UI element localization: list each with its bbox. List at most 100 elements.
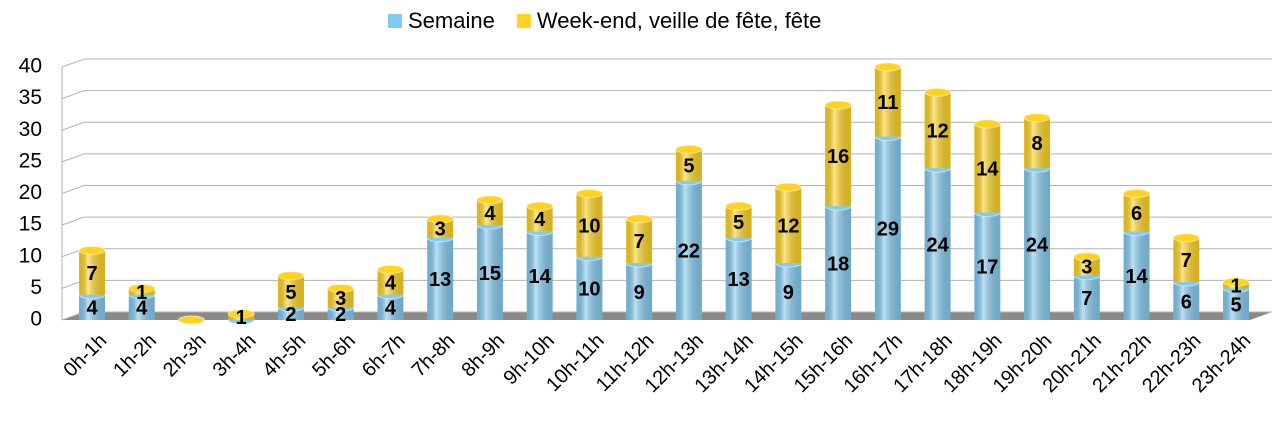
bar-shine	[874, 67, 901, 137]
grid-line	[61, 90, 1272, 100]
grid-line	[61, 216, 1272, 226]
x-tick-label: 5h-6h	[308, 330, 360, 382]
data-label: 18	[827, 253, 849, 275]
bar-shine	[775, 263, 802, 320]
legend-label: Week-end, veille de fête, fête	[537, 8, 822, 33]
data-label: 14	[1125, 266, 1148, 288]
bar-shine	[427, 218, 454, 238]
data-label: 2	[335, 304, 346, 326]
data-label: 8	[1031, 133, 1042, 155]
bar-top	[625, 214, 653, 224]
y-tick-label: 0	[30, 308, 42, 331]
y-tick-label: 15	[19, 213, 42, 236]
bar-shine	[1123, 193, 1150, 232]
bar-top	[774, 182, 802, 192]
bar-shine	[825, 206, 852, 320]
x-tick-label: 2h-3h	[159, 330, 211, 382]
bar-shine	[626, 263, 653, 320]
bar-shine	[924, 92, 951, 169]
data-label: 11	[877, 92, 898, 114]
bar-top	[1123, 189, 1151, 198]
y-tick-label: 10	[19, 244, 42, 267]
data-label: 12	[926, 121, 948, 143]
data-label: 15	[479, 263, 501, 285]
data-label: 5	[1230, 294, 1241, 316]
x-tick-label: 6h-7h	[358, 330, 410, 382]
bar-top	[128, 283, 156, 293]
bar-shine	[576, 193, 603, 257]
bar-top	[824, 100, 852, 110]
bar-top	[575, 189, 603, 198]
data-label: 6	[1131, 203, 1142, 225]
y-tick-label: 40	[19, 55, 42, 78]
data-label: 10	[578, 279, 600, 301]
data-label: 24	[926, 234, 949, 256]
bar-shine	[1073, 275, 1100, 320]
bar-shine	[327, 288, 354, 308]
data-label: 4	[136, 298, 148, 320]
x-tick-label: 3h-4h	[209, 330, 261, 382]
bar-shine	[576, 256, 603, 320]
floor	[62, 312, 1272, 320]
bar-top	[177, 315, 205, 325]
bar-top	[1222, 277, 1250, 287]
bar-top	[973, 119, 1001, 129]
data-label: 1	[136, 282, 147, 304]
bar-shine	[1173, 237, 1200, 283]
bar-shine	[725, 237, 752, 320]
data-label: 1	[1230, 275, 1241, 297]
bar-top	[78, 245, 106, 255]
bar-shine	[526, 231, 553, 320]
data-label: 7	[634, 231, 645, 253]
x-tick-label: 1h-2h	[109, 330, 161, 382]
data-label: 4	[484, 203, 496, 225]
bar-top	[1023, 113, 1051, 123]
data-label: 17	[976, 257, 998, 279]
bar-top	[1172, 233, 1200, 243]
y-tick-label: 30	[19, 118, 42, 141]
bar-shine	[775, 187, 802, 264]
bar-top	[277, 271, 305, 281]
grid-line	[61, 58, 1272, 68]
data-label: 7	[1181, 250, 1192, 272]
data-label: 13	[727, 269, 749, 291]
bar-top	[376, 264, 404, 274]
data-label: 10	[578, 215, 600, 237]
bar-shine	[675, 180, 702, 320]
data-label: 7	[1081, 288, 1092, 310]
y-tick-label: 5	[30, 276, 42, 299]
x-tick-label: 7h-8h	[408, 330, 460, 382]
bar-shine	[1073, 256, 1100, 276]
data-label: 14	[529, 266, 552, 288]
data-label: 3	[435, 219, 446, 241]
data-label: 4	[385, 298, 397, 320]
bar-top	[327, 283, 355, 293]
data-label: 4	[534, 209, 546, 231]
data-label: 24	[1026, 234, 1049, 256]
data-label: 12	[777, 215, 799, 237]
bar-shine	[924, 168, 951, 320]
y-tick-label: 35	[19, 86, 42, 109]
data-label: 5	[683, 155, 694, 177]
bar-shine	[79, 250, 105, 295]
bar-shine	[1173, 282, 1200, 320]
y-tick-label: 25	[19, 149, 42, 172]
bar-top	[426, 214, 454, 224]
bar-top	[874, 62, 902, 72]
bar-top	[1073, 252, 1101, 262]
data-label: 3	[1081, 257, 1092, 279]
bar-top	[924, 87, 952, 97]
data-label: 7	[86, 263, 97, 285]
grid-line	[61, 121, 1272, 131]
bar-shine	[974, 212, 1001, 320]
data-label: 22	[678, 241, 700, 263]
data-label: 5	[733, 212, 744, 234]
bar-shine	[725, 206, 752, 238]
x-tick-label: 0h-1h	[60, 330, 112, 382]
data-label: 9	[634, 282, 645, 304]
bar-top	[526, 201, 554, 211]
bar-shine	[874, 136, 901, 320]
bar-top	[675, 144, 703, 154]
legend-swatch	[516, 14, 531, 28]
